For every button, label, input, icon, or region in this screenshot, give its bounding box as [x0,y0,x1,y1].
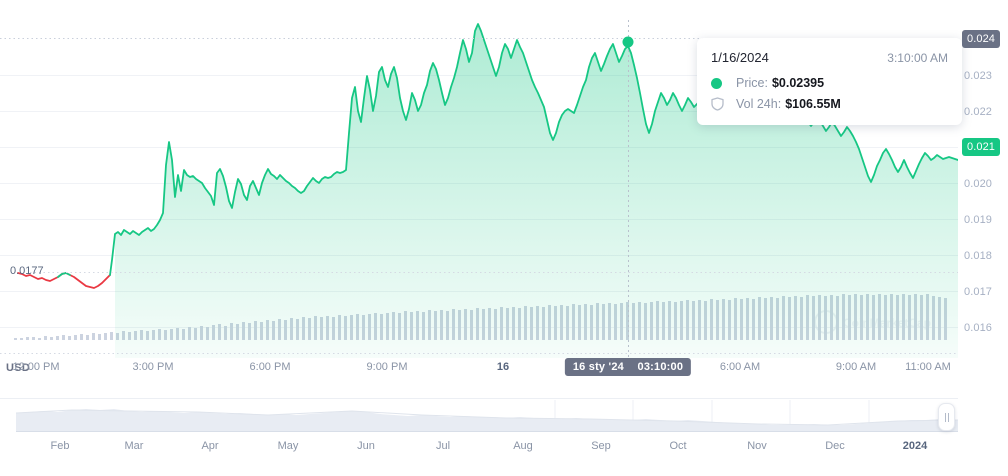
x-axis: 12:00 PM 3:00 PM 6:00 PM 9:00 PM 16 6:00… [0,358,958,382]
nav-tick-jun: Jun [357,440,375,452]
tooltip-row-volume: Vol 24h: $106.55M [711,97,948,111]
nav-tick-nov: Nov [747,440,767,452]
crosshair-date: 16 sty '24 [572,361,624,373]
nav-tick-feb: Feb [50,440,70,452]
navigator-line [15,409,958,426]
nav-tick-may: May [277,440,299,452]
nav-tick-mar: Mar [124,440,144,452]
chart-tooltip: 1/16/2024 3:10:00 AM Price: $0.02395 Vol… [697,38,962,125]
y-tick-highlight-top: 0.024 [962,30,1001,48]
x-crosshair-label: 16 sty '24 03:10:00 [564,358,692,376]
y-tick-0016: 0.016 [964,322,993,334]
x-tick-2: 6:00 PM [249,361,291,373]
nav-tick-aug: Aug [513,440,533,452]
x-tick-3: 9:00 PM [366,361,408,373]
navigator-right-handle[interactable] [938,403,955,431]
y-tick-0022: 0.022 [964,106,993,118]
nav-tick-apr: Apr [201,440,219,452]
navigator-axis: Feb Mar Apr May Jun Jul Aug Sep Oct Nov … [0,438,958,460]
tooltip-time: 3:10:00 AM [887,51,948,65]
price-area-fill [115,24,958,358]
dot-icon [711,77,731,89]
tooltip-volume-label: Vol 24h: [736,97,782,111]
tooltip-header: 1/16/2024 3:10:00 AM [711,50,948,65]
y-tick-0019: 0.019 [964,214,993,226]
nav-tick-sep: Sep [591,440,611,452]
crosshair-time: 03:10:00 [637,361,684,373]
y-tick-0018: 0.018 [964,250,993,262]
price-area-chart: CoinMarketCap [0,20,958,358]
y-tick-0020: 0.020 [964,178,993,190]
nav-tick-jul: Jul [435,440,451,452]
reference-price-label: 0.0177 [10,265,44,277]
tooltip-date: 1/16/2024 [711,50,769,65]
nav-tick-2024: 2024 [902,440,928,452]
chart-plot-area[interactable]: CoinMarketCap [0,20,958,358]
range-navigator[interactable] [0,398,958,438]
x-tick-7: 11:00 AM [905,361,951,373]
price-line-blip [57,272,71,278]
y-axis: 0.024 0.023 0.022 0.021 0.020 0.019 0.01… [960,20,1008,358]
y-tick-0017: 0.017 [964,286,993,298]
tooltip-row-price: Price: $0.02395 [711,76,948,90]
tooltip-price-label: Price: [736,76,768,90]
navigator-overview-chart[interactable] [0,398,958,438]
x-tick-0: 12:00 PM [12,361,60,373]
shield-icon [711,97,731,111]
x-tick-1: 3:00 PM [132,361,174,373]
y-axis-unit: USD [6,362,31,374]
x-tick-5: 6:00 AM [719,361,761,373]
tooltip-volume-value: $106.55M [785,97,841,111]
x-tick-4: 16 [496,361,510,373]
crosshair-marker [622,36,634,48]
nav-tick-dec: Dec [825,440,845,452]
tooltip-price-value: $0.02395 [771,76,825,90]
y-tick-highlight-current: 0.021 [962,138,1001,156]
y-tick-0023: 0.023 [964,70,993,82]
x-tick-6: 9:00 AM [835,361,877,373]
nav-tick-oct: Oct [669,440,687,452]
